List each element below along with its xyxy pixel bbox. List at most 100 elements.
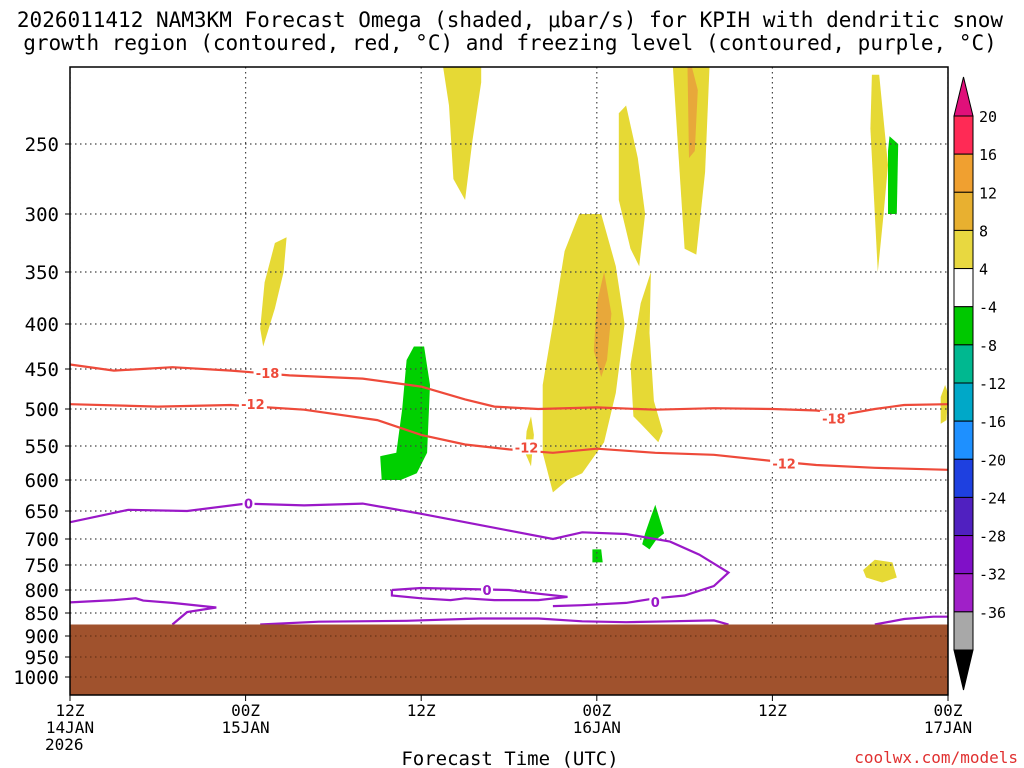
y-tick-label-950: 950 (25, 647, 59, 669)
colorbar-swatch-0 (953, 115, 974, 155)
dgz-contour--12 (70, 403, 948, 471)
y-tick-label-750: 750 (25, 555, 59, 577)
dgz-contour--18 (70, 363, 948, 416)
contour-label-bg (481, 582, 494, 597)
colorbar-swatch-4 (953, 268, 974, 308)
omega-region-neg4-12 (380, 346, 430, 480)
colorbar-label-2: 12 (979, 184, 997, 202)
colorbar-label-3: 8 (979, 222, 988, 240)
credit-text: coolwx.com/models (854, 748, 1018, 767)
y-tick-label-1000: 1000 (13, 667, 59, 689)
x-tick-label-0-0: 12Z (56, 701, 85, 720)
y-tick-label-450: 450 (25, 359, 59, 381)
colorbar-label-8: -16 (979, 413, 1006, 431)
contour-label-bg (649, 593, 662, 609)
colorbar-label-11: -28 (979, 528, 1006, 546)
x-tick-label-12-1: 15JAN (222, 718, 270, 737)
freezing-contour-0-lower (70, 597, 217, 626)
omega-region-pos4-6 (672, 67, 710, 255)
x-tick-label-48-0: 12Z (758, 701, 787, 720)
contour-label-dgz-3: -18 (822, 413, 846, 428)
omega-region-pos8-7 (687, 67, 698, 158)
y-tick-label-650: 650 (25, 501, 59, 523)
colorbar-swatch-3 (953, 229, 974, 270)
x-tick-label-12-0: 00Z (231, 701, 260, 720)
colorbar-label-12: -32 (979, 566, 1006, 584)
omega-region-pos4-4 (618, 105, 646, 267)
chart-title-line-2: growth region (contoured, red, °C) and f… (23, 31, 997, 55)
contour-label-bg (770, 455, 799, 471)
omega-region-pos8-3 (593, 272, 612, 377)
x-tick-label-24-0: 12Z (407, 701, 436, 720)
plot-area: -18 -12 -12 -18 -12 0 0 0 (70, 67, 948, 695)
omega-region-pos4-11 (863, 559, 897, 583)
omega-region-pos4-8 (870, 74, 888, 272)
x-tick-label-60-0: 00Z (934, 701, 963, 720)
freezing-contour-0-mid-bottom (260, 617, 729, 626)
freezing-contour-0-small-a (390, 586, 568, 602)
plot-frame (69, 66, 949, 696)
colorbar-swatch-5 (953, 306, 974, 346)
x-tick-label-36-1: 16JAN (573, 718, 621, 737)
colorbar-swatch-1 (953, 153, 974, 193)
omega-region-neg4-14 (592, 549, 603, 563)
contour-label-bg (512, 439, 541, 455)
colorbar-swatch-9 (953, 458, 974, 498)
colorbar-label-13: -36 (979, 604, 1006, 622)
colorbar-swatch-13 (953, 611, 974, 651)
y-tick-label-800: 800 (25, 580, 59, 602)
colorbar-swatch-8 (953, 420, 974, 460)
contour-label-bg (238, 396, 267, 412)
y-tick-label-350: 350 (25, 262, 59, 284)
contour-label-dgz-4: -12 (772, 458, 796, 473)
colorbar-swatch-12 (953, 573, 974, 613)
omega-region-pos4-0 (260, 237, 287, 347)
colorbar-top-arrow (953, 76, 974, 117)
contour-label-dgz-0: -18 (256, 367, 280, 382)
contour-label-dgz-2: -12 (515, 441, 539, 456)
x-tick-label-60-1: 17JAN (924, 718, 972, 737)
colorbar-label-1: 16 (979, 146, 997, 164)
colorbar-label-7: -12 (979, 375, 1006, 393)
colorbar-swatch-2 (953, 191, 974, 231)
colorbar-label-4: 4 (979, 261, 988, 279)
colorbar-label-0: 20 (979, 108, 997, 126)
freezing-contour-0-right (874, 615, 948, 626)
contour-label-bg (253, 365, 282, 380)
y-tick-label-250: 250 (25, 134, 59, 156)
x-tick-label-36-0: 00Z (582, 701, 611, 720)
contour-label-bg (819, 410, 848, 426)
y-tick-label-300: 300 (25, 204, 59, 226)
omega-region-pos4-5 (630, 272, 663, 443)
y-tick-label-900: 900 (25, 626, 59, 648)
terrain-block (70, 624, 948, 695)
colorbar-label-9: -20 (979, 451, 1006, 469)
freezing-contour-0-upper (70, 502, 731, 608)
contour-label-dgz-1: -12 (241, 398, 265, 413)
colorbar-swatch-10 (953, 496, 974, 537)
omega-region-neg4-15 (888, 136, 899, 214)
y-tick-label-500: 500 (25, 399, 59, 421)
omega-region-pos4-1 (443, 67, 482, 200)
colorbar-label-5: -4 (979, 299, 997, 317)
contour-label-fz-6: 0 (483, 584, 492, 599)
y-tick-label-700: 700 (25, 529, 59, 551)
contour-label-fz-7: 0 (651, 596, 660, 611)
y-tick-label-550: 550 (25, 436, 59, 458)
x-axis-label: Forecast Time (UTC) (401, 748, 618, 768)
colorbar-swatch-6 (953, 344, 974, 384)
x-tick-label-0-1: 14JAN (46, 718, 94, 737)
chart-title-line-1: 2026011412 NAM3KM Forecast Omega (shaded… (17, 8, 1004, 32)
colorbar-label-10: -24 (979, 489, 1006, 507)
y-tick-label-600: 600 (25, 470, 59, 492)
contour-label-fz-5: 0 (244, 498, 253, 513)
x-tick-label-0-2: 2026 (45, 735, 84, 754)
colorbar-label-6: -8 (979, 337, 997, 355)
colorbar-bottom-arrow (953, 649, 974, 691)
colorbar-swatch-7 (953, 382, 974, 422)
colorbar-swatch-11 (953, 535, 974, 575)
y-tick-label-850: 850 (25, 603, 59, 625)
y-tick-label-400: 400 (25, 314, 59, 336)
contour-label-bg (242, 495, 255, 511)
